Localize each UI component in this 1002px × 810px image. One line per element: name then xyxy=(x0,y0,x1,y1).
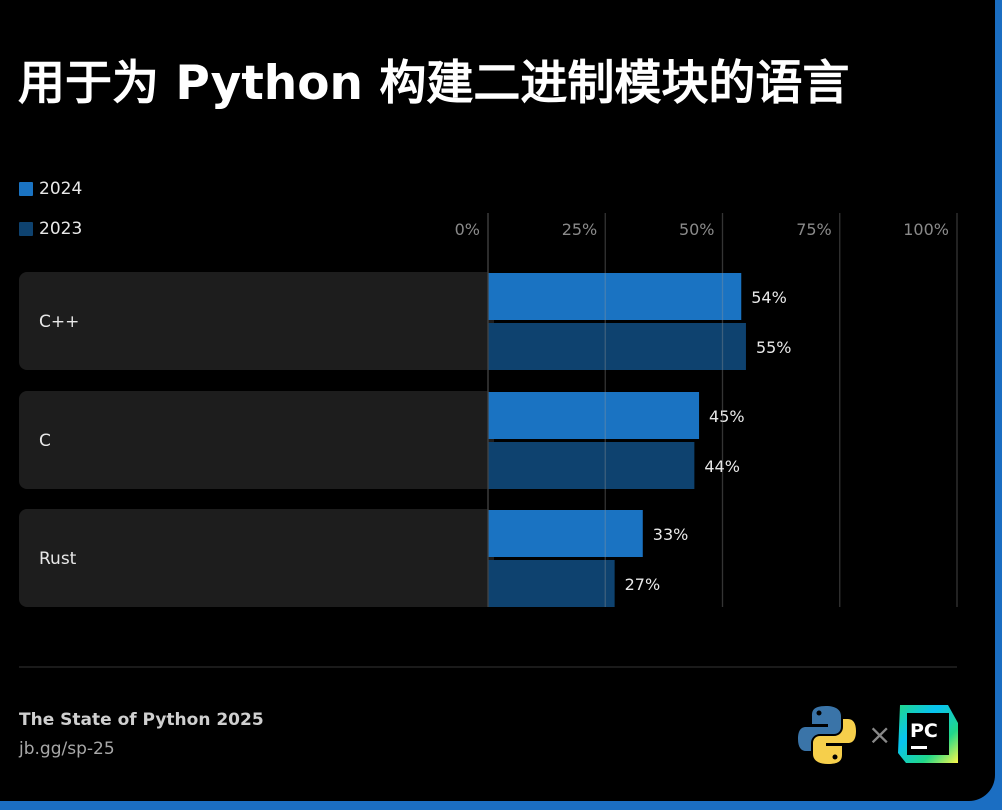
value-label: 55% xyxy=(756,338,792,357)
footer-title: The State of Python 2025 xyxy=(19,710,264,730)
legend-item-2023: 2023 xyxy=(19,219,82,239)
value-label: 54% xyxy=(751,288,787,307)
category-row-bg xyxy=(19,509,494,607)
category-label: Rust xyxy=(39,549,77,569)
value-label: 27% xyxy=(625,575,661,594)
bar-2023 xyxy=(488,442,695,489)
legend-label: 2023 xyxy=(39,219,83,239)
value-label: 45% xyxy=(709,407,745,426)
bar-2024 xyxy=(488,392,700,439)
value-label: 44% xyxy=(704,457,740,476)
bar-2024 xyxy=(488,273,742,320)
bar-2023 xyxy=(488,560,615,607)
category-row-bg xyxy=(19,391,494,489)
legend-item-2024: 2024 xyxy=(19,179,82,199)
legend-swatch-2024 xyxy=(19,182,33,196)
category-label: C++ xyxy=(39,312,79,332)
legend-swatch-2023 xyxy=(19,222,33,236)
bar-2024 xyxy=(488,510,643,557)
category-label: C xyxy=(39,431,51,451)
x-tick-label: 0% xyxy=(455,220,480,239)
x-tick-label: 50% xyxy=(679,220,715,239)
x-tick-label: 100% xyxy=(903,220,949,239)
x-tick-label: 25% xyxy=(562,220,598,239)
footer-link[interactable]: jb.gg/sp-25 xyxy=(19,739,115,759)
x-tick-label: 75% xyxy=(796,220,832,239)
category-row-bg xyxy=(19,272,494,370)
bar-2023 xyxy=(488,323,746,370)
legend-label: 2024 xyxy=(39,179,83,199)
page-title: 用于为 Python 构建二进制模块的语言 xyxy=(18,56,850,111)
value-label: 33% xyxy=(653,525,689,544)
